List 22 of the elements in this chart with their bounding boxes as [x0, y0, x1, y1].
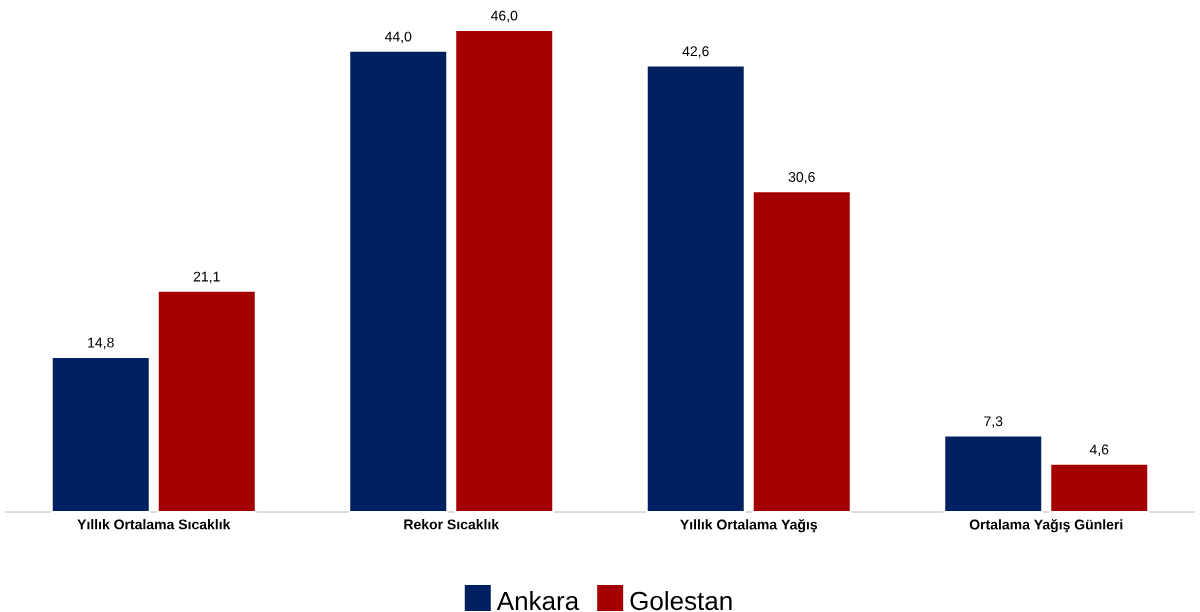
bar	[943, 434, 1044, 513]
bar	[751, 190, 852, 513]
data-label: 7,3	[984, 416, 1003, 428]
bar	[454, 28, 555, 513]
x-tick-label: Rekor Sıcaklık	[404, 519, 500, 530]
data-label: 44,0	[384, 31, 412, 44]
data-label: 14,8	[88, 337, 114, 350]
data-label: 46,0	[490, 10, 518, 23]
legend-label: Ankara	[496, 591, 580, 611]
x-tick-label: Yıllık Ortalama Yağış	[680, 519, 818, 533]
bar	[156, 289, 257, 513]
data-label: 21,1	[193, 271, 220, 284]
bar	[1049, 462, 1150, 513]
bar	[645, 64, 746, 513]
bar	[50, 355, 151, 513]
data-label: 4,6	[1089, 444, 1109, 457]
data-label: 42,6	[682, 46, 709, 58]
x-tick-label: Yıllık Ortalama Sıcaklık	[77, 519, 231, 530]
bar	[348, 49, 449, 513]
x-tick-label: Ortalama Yağış Günleri	[969, 519, 1123, 533]
legend-label: Golestan	[630, 591, 732, 611]
data-label: 30,6	[788, 172, 815, 184]
